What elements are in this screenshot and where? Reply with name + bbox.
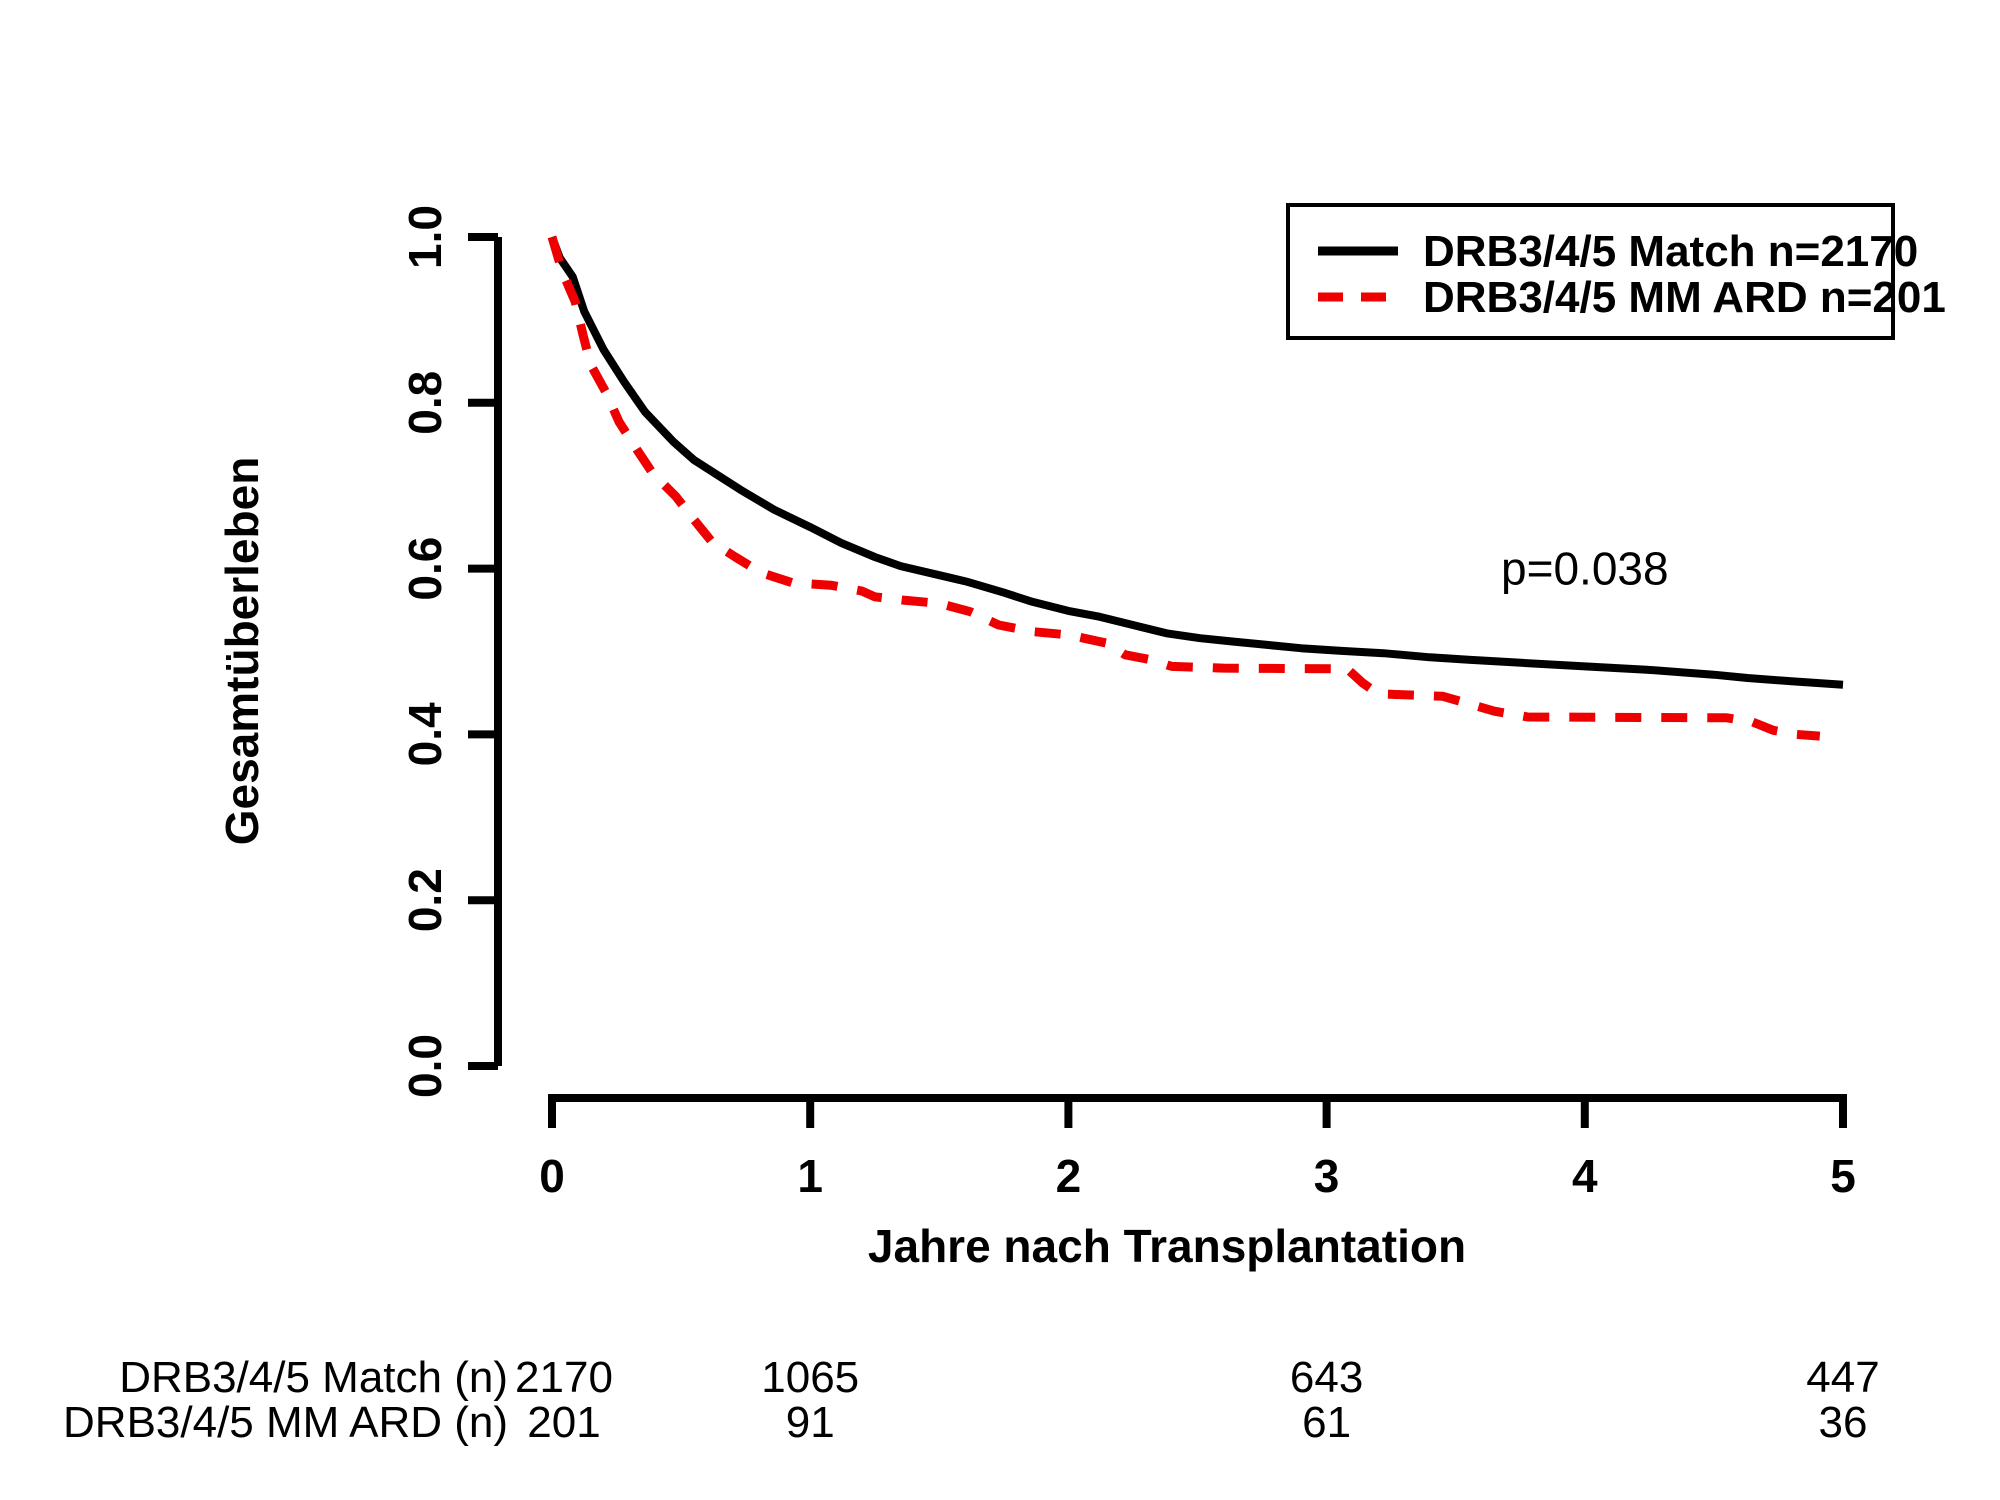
y-tick-label: 0.2 (399, 868, 451, 932)
risk-count: 201 (527, 1398, 600, 1447)
y-tick-label: 1.0 (399, 205, 451, 269)
x-tick-label: 1 (797, 1150, 823, 1202)
risk-count-values: 2170 1065 643 447 201 91 61 36 (515, 1353, 1880, 1447)
y-tick-label: 0.4 (399, 702, 451, 766)
x-tick-label: 0 (539, 1150, 565, 1202)
legend-entry-match: DRB3/4/5 Match n=2170 (1423, 227, 1918, 276)
legend-entry-mm-ard: DRB3/4/5 MM ARD n=201 (1423, 273, 1946, 322)
x-tick-label: 5 (1830, 1150, 1856, 1202)
x-axis-title: Jahre nach Transplantation (868, 1220, 1466, 1272)
risk-row-label-mm-ard: DRB3/4/5 MM ARD (n) (63, 1398, 508, 1447)
y-axis-title: Gesamtüberleben (216, 457, 268, 846)
risk-row-label-match: DRB3/4/5 Match (n) (119, 1353, 508, 1402)
risk-count: 61 (1302, 1398, 1351, 1447)
x-axis-ticks: 0 1 2 3 4 5 (539, 1098, 1856, 1202)
x-tick-label: 4 (1572, 1150, 1598, 1202)
legend-box (1286, 203, 1895, 340)
legend: DRB3/4/5 Match n=2170 DRB3/4/5 MM ARD n=… (1286, 203, 1946, 340)
y-tick-label: 0.6 (399, 537, 451, 601)
x-tick-label: 2 (1056, 1150, 1082, 1202)
risk-count: 91 (786, 1398, 835, 1447)
km-curve-match (548, 235, 1844, 689)
y-tick-label: 0.8 (399, 371, 451, 435)
risk-count: 1065 (761, 1353, 859, 1402)
risk-count: 36 (1819, 1398, 1868, 1447)
y-tick-label: 0.0 (399, 1034, 451, 1098)
p-value-label: p=0.038 (1501, 543, 1669, 595)
risk-count: 643 (1290, 1353, 1363, 1402)
risk-count: 447 (1806, 1353, 1879, 1402)
y-axis-ticks: 0.0 0.2 0.4 0.6 0.8 1.0 (399, 205, 498, 1098)
risk-count: 2170 (515, 1353, 613, 1402)
km-curve-mm-ard (547, 235, 1821, 741)
risk-table: DRB3/4/5 Match (n) DRB3/4/5 MM ARD (n) 2… (63, 1353, 1880, 1447)
x-tick-label: 3 (1314, 1150, 1340, 1202)
